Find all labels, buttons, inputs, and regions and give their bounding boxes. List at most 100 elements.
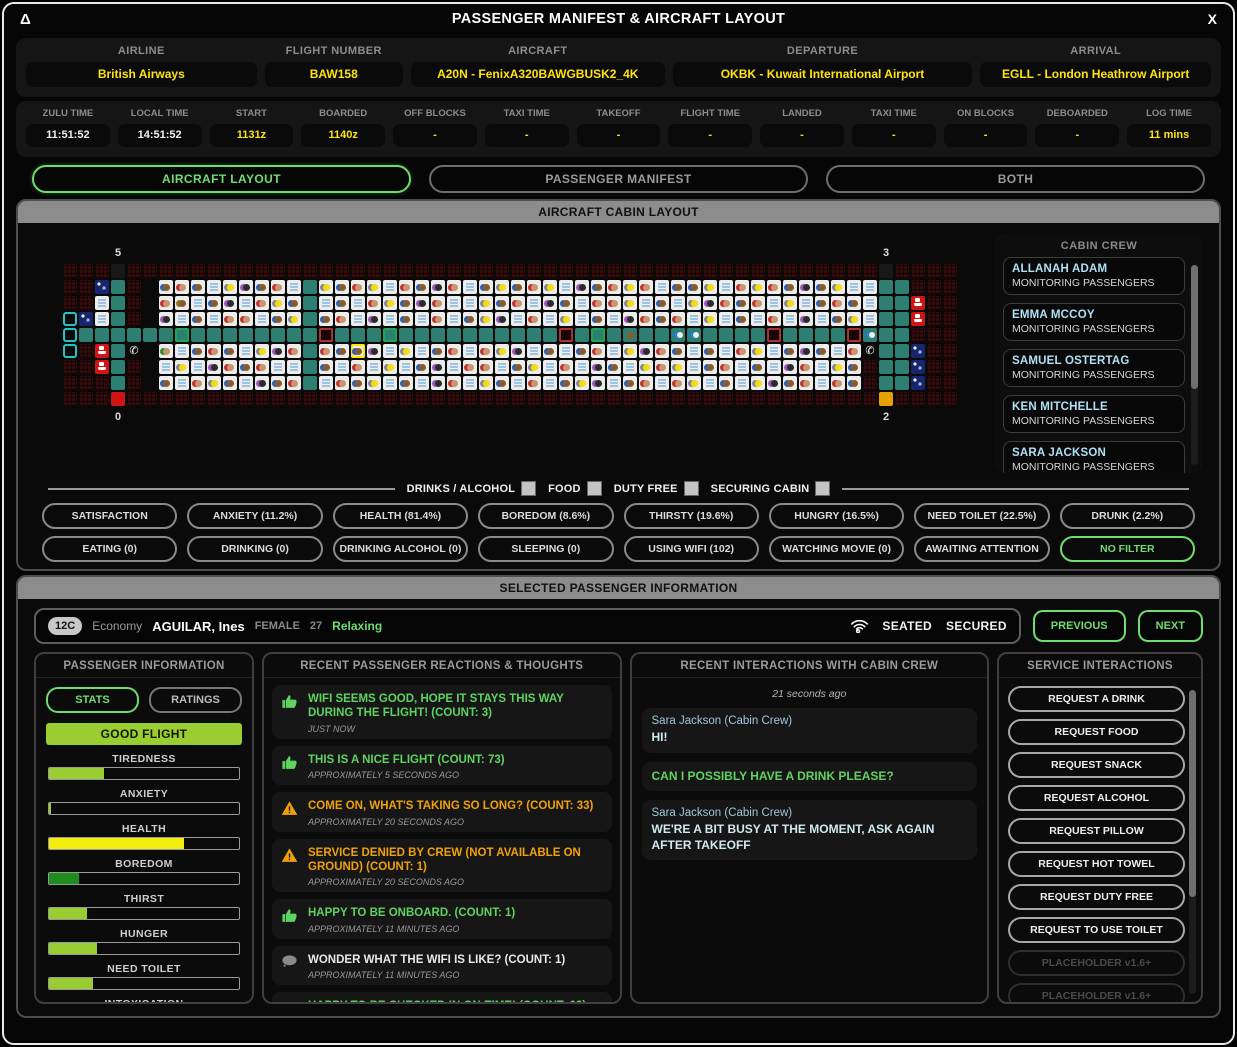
passenger-seat-tile[interactable]	[479, 296, 493, 310]
passenger-seat-tile[interactable]	[799, 360, 813, 374]
passenger-seat-tile[interactable]	[399, 344, 413, 358]
passenger-seat-tile[interactable]	[399, 312, 413, 326]
empty-seat-tile[interactable]	[543, 312, 557, 326]
service-request-button[interactable]: REQUEST TO USE TOILET	[1008, 917, 1185, 943]
aisle-crew-tile[interactable]	[671, 328, 685, 342]
passenger-seat-tile[interactable]	[591, 360, 605, 374]
empty-seat-tile[interactable]	[287, 360, 301, 374]
empty-seat-tile[interactable]	[351, 296, 365, 310]
passenger-seat-tile[interactable]	[735, 312, 749, 326]
passenger-seat-tile[interactable]	[367, 344, 381, 358]
passenger-seat-tile[interactable]	[239, 360, 253, 374]
empty-seat-tile[interactable]	[847, 280, 861, 294]
passenger-seat-tile[interactable]	[271, 376, 285, 390]
empty-seat-tile[interactable]	[575, 312, 589, 326]
passenger-seat-tile[interactable]	[751, 280, 765, 294]
crew-member-card[interactable]: SAMUEL OSTERTAG MONITORING PASSENGERS	[1003, 349, 1185, 387]
empty-seat-tile[interactable]	[767, 360, 781, 374]
passenger-seat-tile[interactable]	[463, 360, 477, 374]
passenger-seat-tile[interactable]	[463, 312, 477, 326]
passenger-seat-tile[interactable]	[783, 344, 797, 358]
passenger-seat-tile[interactable]	[431, 360, 445, 374]
empty-seat-tile[interactable]	[191, 296, 205, 310]
empty-seat-tile[interactable]	[719, 280, 733, 294]
empty-seat-tile[interactable]	[383, 312, 397, 326]
passenger-seat-tile[interactable]	[223, 280, 237, 294]
passenger-seat-tile[interactable]	[431, 280, 445, 294]
passenger-seat-tile[interactable]	[367, 376, 381, 390]
passenger-seat-tile[interactable]	[687, 296, 701, 310]
passenger-seat-tile[interactable]	[159, 344, 173, 358]
empty-seat-tile[interactable]	[95, 312, 109, 326]
passenger-seat-tile[interactable]	[815, 280, 829, 294]
passenger-seat-tile[interactable]	[207, 344, 221, 358]
passenger-seat-tile[interactable]	[191, 376, 205, 390]
passenger-seat-tile[interactable]	[447, 280, 461, 294]
passenger-seat-tile[interactable]	[767, 312, 781, 326]
door-closed-tile[interactable]	[879, 264, 893, 278]
empty-seat-tile[interactable]	[655, 280, 669, 294]
passenger-seat-tile[interactable]	[319, 344, 333, 358]
passenger-seat-tile[interactable]	[703, 280, 717, 294]
empty-seat-tile[interactable]	[559, 344, 573, 358]
next-passenger-button[interactable]: NEXT	[1137, 610, 1203, 642]
filter-button[interactable]: AWAITING ATTENTION	[914, 536, 1050, 562]
empty-seat-tile[interactable]	[95, 296, 109, 310]
service-status-checkbox[interactable]	[586, 481, 602, 496]
empty-seat-tile[interactable]	[831, 344, 845, 358]
filter-button[interactable]: DRINKING (0)	[187, 536, 323, 562]
passenger-seat-tile[interactable]	[591, 344, 605, 358]
empty-seat-tile[interactable]	[271, 360, 285, 374]
empty-seat-tile[interactable]	[623, 360, 637, 374]
service-request-button[interactable]: REQUEST ALCOHOL	[1008, 785, 1185, 811]
passenger-seat-tile[interactable]	[335, 312, 349, 326]
passenger-seat-tile[interactable]	[623, 376, 637, 390]
empty-seat-tile[interactable]	[719, 312, 733, 326]
empty-seat-tile[interactable]	[543, 360, 557, 374]
passenger-seat-tile[interactable]	[703, 360, 717, 374]
passenger-seat-tile[interactable]	[527, 376, 541, 390]
toilet-tile[interactable]	[911, 312, 925, 326]
empty-seat-tile[interactable]	[607, 344, 621, 358]
passenger-seat-tile[interactable]	[191, 312, 205, 326]
filter-button[interactable]: BOREDOM (8.6%)	[478, 503, 614, 529]
previous-passenger-button[interactable]: PREVIOUS	[1032, 610, 1126, 642]
passenger-seat-tile[interactable]	[847, 344, 861, 358]
front-door-tile[interactable]	[63, 312, 77, 326]
empty-seat-tile[interactable]	[415, 344, 429, 358]
passenger-seat-tile[interactable]	[415, 280, 429, 294]
service-status-checkbox[interactable]	[815, 481, 831, 496]
passenger-seat-tile[interactable]	[607, 280, 621, 294]
passenger-seat-tile[interactable]	[495, 312, 509, 326]
service-status-checkbox[interactable]	[521, 481, 537, 496]
empty-seat-tile[interactable]	[671, 296, 685, 310]
passenger-seat-tile[interactable]	[671, 280, 685, 294]
empty-seat-tile[interactable]	[207, 280, 221, 294]
passenger-seat-tile[interactable]	[479, 376, 493, 390]
passenger-seat-tile[interactable]	[719, 296, 733, 310]
empty-seat-tile[interactable]	[415, 376, 429, 390]
filter-button[interactable]: THIRSTY (19.6%)	[623, 503, 759, 529]
service-request-button[interactable]: REQUEST SNACK	[1008, 752, 1185, 778]
passenger-seat-tile[interactable]	[655, 360, 669, 374]
passenger-seat-tile[interactable]	[735, 296, 749, 310]
passenger-seat-tile[interactable]	[527, 360, 541, 374]
passenger-seat-tile[interactable]	[399, 376, 413, 390]
passenger-seat-tile[interactable]	[383, 360, 397, 374]
toilet-tile[interactable]	[911, 296, 925, 310]
passenger-seat-tile[interactable]	[799, 280, 813, 294]
empty-seat-tile[interactable]	[783, 312, 797, 326]
passenger-seat-tile[interactable]	[431, 312, 445, 326]
empty-seat-tile[interactable]	[575, 296, 589, 310]
passenger-seat-tile[interactable]	[479, 312, 493, 326]
passenger-seat-tile[interactable]	[287, 296, 301, 310]
empty-seat-tile[interactable]	[543, 376, 557, 390]
empty-seat-tile[interactable]	[735, 376, 749, 390]
toilet-tile[interactable]	[95, 344, 109, 358]
passenger-seat-tile[interactable]	[351, 280, 365, 294]
passenger-seat-tile[interactable]	[671, 360, 685, 374]
filter-button[interactable]: EATING (0)	[42, 536, 178, 562]
empty-seat-tile[interactable]	[687, 360, 701, 374]
passenger-seat-tile[interactable]	[591, 280, 605, 294]
passenger-seat-tile[interactable]	[527, 312, 541, 326]
